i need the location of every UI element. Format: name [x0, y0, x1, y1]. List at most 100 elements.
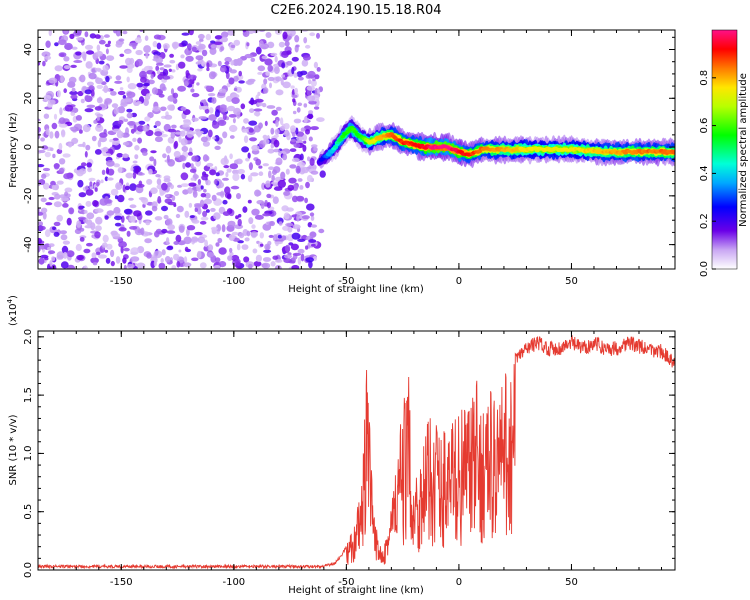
noise-blob — [69, 33, 75, 40]
noise-blob — [44, 55, 52, 60]
noise-blob — [262, 257, 272, 262]
noise-blob — [292, 98, 296, 103]
colorbar-tick-label: 0.6 — [699, 118, 710, 134]
noise-blob — [227, 220, 236, 228]
noise-blob — [181, 40, 188, 47]
noise-blob — [155, 174, 161, 178]
noise-blob — [178, 135, 182, 143]
noise-blob — [277, 234, 282, 239]
noise-blob — [127, 83, 137, 90]
noise-blob — [281, 62, 286, 69]
noise-blob — [254, 214, 264, 220]
noise-blob — [64, 187, 73, 193]
noise-blob — [272, 255, 279, 260]
noise-blob — [215, 172, 220, 177]
noise-blob — [47, 250, 56, 255]
noise-blob — [130, 256, 140, 262]
noise-blob — [126, 108, 133, 113]
noise-blob — [211, 121, 220, 129]
noise-blob — [187, 43, 192, 51]
noise-blob — [66, 264, 75, 269]
noise-blob — [291, 131, 296, 137]
noise-blob — [290, 125, 296, 133]
noise-blob — [146, 178, 153, 185]
noise-blob — [144, 116, 151, 122]
noise-blob — [117, 120, 124, 125]
noise-blob — [130, 215, 136, 223]
noise-blob — [305, 44, 311, 49]
noise-blob — [297, 238, 306, 242]
noise-blob — [104, 176, 109, 182]
colorbar-frame — [711, 29, 738, 270]
noise-blob — [59, 230, 67, 235]
noise-blob — [204, 108, 210, 114]
noise-blob — [297, 248, 305, 254]
noise-blob — [210, 40, 216, 44]
noise-blob — [200, 105, 208, 110]
y-tick-label: 1.0 — [23, 445, 34, 461]
noise-blob — [273, 148, 280, 153]
noise-blob — [164, 114, 173, 120]
noise-blob — [227, 255, 233, 261]
noise-blob — [188, 74, 197, 80]
noise-blob — [302, 55, 311, 61]
noise-blob — [235, 86, 242, 93]
noise-blob — [96, 181, 100, 187]
noise-blob — [227, 30, 235, 36]
noise-blob — [153, 158, 157, 167]
noise-blob — [311, 144, 318, 148]
noise-blob — [174, 131, 183, 135]
noise-blob — [201, 61, 207, 67]
noise-blob — [175, 234, 182, 243]
noise-blob — [122, 141, 130, 146]
noise-blob — [274, 265, 282, 269]
noise-blob — [96, 84, 104, 89]
x-tick-label: 50 — [565, 577, 578, 588]
noise-blob — [64, 104, 74, 112]
snr-multiplier: (x104) — [6, 295, 19, 326]
noise-blob — [123, 153, 128, 158]
noise-blob — [69, 207, 74, 214]
noise-blob — [306, 203, 315, 211]
noise-blob — [94, 34, 101, 39]
noise-blob — [86, 212, 95, 220]
noise-blob — [167, 128, 176, 133]
noise-blob — [145, 210, 153, 216]
spectrogram-axes: -150 -100 -50 0 50 -40 -20 0 20 40 — [23, 30, 675, 287]
noise-blob — [299, 185, 304, 190]
noise-blob — [79, 129, 83, 134]
noise-blob — [154, 131, 163, 137]
noise-blob — [270, 127, 275, 135]
noise-blob — [180, 106, 187, 111]
noise-blob — [180, 54, 185, 59]
noise-blob — [101, 169, 106, 175]
noise-blob — [42, 167, 51, 172]
noise-blob — [278, 41, 285, 48]
noise-blob — [54, 65, 63, 72]
noise-blob — [201, 174, 208, 181]
noise-blob — [96, 97, 103, 104]
noise-blob — [200, 185, 204, 190]
snr-multiplier-base: (x10 — [8, 303, 19, 326]
noise-blob — [231, 231, 239, 236]
noise-blob — [45, 40, 51, 48]
noise-blob — [136, 82, 144, 88]
noise-blob — [188, 30, 194, 36]
noise-blob — [283, 191, 291, 196]
noise-blob — [126, 67, 133, 73]
noise-blob — [269, 82, 272, 89]
noise-blob — [117, 90, 126, 96]
noise-blob — [40, 207, 48, 214]
noise-blob — [124, 98, 132, 103]
noise-blob — [180, 138, 188, 146]
noise-blob — [274, 128, 280, 135]
ridge-sample — [333, 145, 339, 149]
noise-blob — [296, 71, 303, 78]
noise-blob — [171, 195, 176, 202]
noise-blob — [90, 257, 99, 264]
noise-blob — [170, 184, 174, 190]
noise-blob — [255, 46, 262, 55]
noise-blob — [89, 33, 97, 39]
noise-blob — [180, 183, 189, 188]
noise-blob — [253, 111, 261, 117]
